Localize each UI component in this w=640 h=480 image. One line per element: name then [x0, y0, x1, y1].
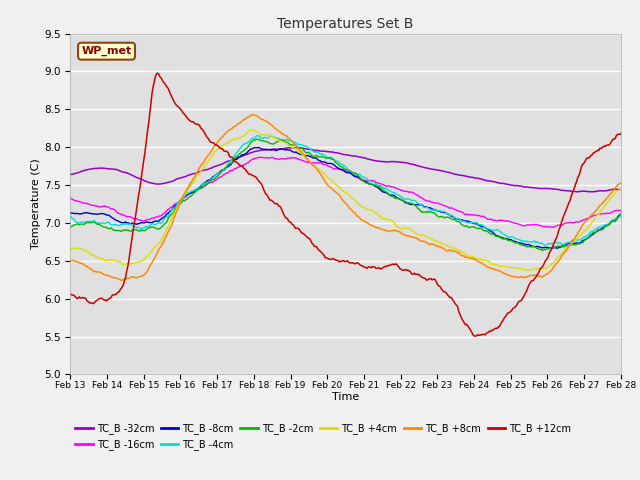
TC_B -2cm [606, 222, 614, 228]
TC_B +8cm [396, 229, 404, 235]
TC_B -4cm [329, 156, 337, 162]
Line: TC_B -32cm: TC_B -32cm [70, 148, 621, 192]
TC_B +4cm [606, 196, 614, 202]
TC_B -16cm [617, 207, 625, 213]
TC_B -2cm [329, 156, 337, 162]
Line: TC_B +8cm: TC_B +8cm [70, 115, 621, 280]
TC_B +8cm [117, 277, 125, 283]
TC_B -4cm [396, 192, 403, 198]
TC_B +8cm [330, 188, 338, 193]
TC_B +12cm [617, 131, 625, 136]
TC_B -8cm [396, 196, 403, 202]
TC_B +4cm [617, 186, 625, 192]
TC_B -16cm [332, 166, 340, 171]
Text: WP_met: WP_met [81, 46, 132, 56]
TC_B +8cm [333, 191, 341, 196]
TC_B -32cm [296, 145, 303, 151]
TC_B +4cm [519, 266, 527, 272]
TC_B -8cm [329, 161, 337, 167]
TC_B -16cm [329, 166, 337, 171]
Line: TC_B -2cm: TC_B -2cm [70, 139, 621, 250]
X-axis label: Time: Time [332, 393, 359, 402]
TC_B +8cm [250, 112, 257, 118]
TC_B +12cm [67, 291, 74, 297]
TC_B +4cm [248, 127, 255, 133]
TC_B +4cm [332, 182, 340, 188]
TC_B -32cm [589, 189, 597, 195]
TC_B -2cm [396, 196, 403, 202]
TC_B -8cm [617, 212, 625, 217]
TC_B -4cm [541, 242, 548, 248]
Line: TC_B -8cm: TC_B -8cm [70, 147, 621, 249]
TC_B +12cm [472, 333, 479, 339]
TC_B -32cm [617, 187, 625, 192]
TC_B +8cm [520, 275, 527, 280]
TC_B -8cm [67, 210, 74, 216]
Line: TC_B +4cm: TC_B +4cm [70, 130, 621, 271]
Line: TC_B -4cm: TC_B -4cm [70, 135, 621, 245]
TC_B -2cm [67, 224, 74, 230]
Y-axis label: Temperature (C): Temperature (C) [31, 158, 41, 250]
TC_B -32cm [332, 150, 340, 156]
TC_B -32cm [365, 156, 373, 162]
TC_B +4cm [365, 207, 373, 213]
TC_B +8cm [606, 192, 614, 197]
TC_B +8cm [67, 258, 74, 264]
TC_B +8cm [367, 222, 374, 228]
TC_B -16cm [257, 154, 265, 160]
TC_B -16cm [67, 195, 74, 201]
TC_B -4cm [606, 219, 614, 225]
Title: Temperatures Set B: Temperatures Set B [277, 17, 414, 31]
TC_B +12cm [606, 142, 614, 147]
TC_B -2cm [253, 136, 260, 142]
TC_B -8cm [365, 181, 373, 187]
TC_B -4cm [617, 214, 625, 220]
TC_B -16cm [519, 223, 527, 228]
TC_B +4cm [329, 179, 337, 185]
TC_B -2cm [519, 242, 527, 248]
TC_B -2cm [365, 181, 373, 187]
TC_B -2cm [617, 211, 625, 217]
TC_B -8cm [255, 144, 263, 150]
TC_B -16cm [606, 210, 614, 216]
TC_B +12cm [396, 264, 403, 270]
TC_B -8cm [606, 220, 614, 226]
TC_B -32cm [519, 184, 527, 190]
TC_B +8cm [617, 180, 625, 186]
Line: TC_B +12cm: TC_B +12cm [70, 73, 621, 336]
TC_B -4cm [332, 158, 340, 164]
TC_B -16cm [365, 178, 373, 184]
TC_B -8cm [332, 164, 340, 170]
TC_B +12cm [520, 294, 527, 300]
Line: TC_B -16cm: TC_B -16cm [70, 157, 621, 228]
TC_B -4cm [254, 132, 262, 138]
Legend: TC_B -32cm, TC_B -16cm, TC_B -8cm, TC_B -4cm, TC_B -2cm, TC_B +4cm, TC_B +8cm, T: TC_B -32cm, TC_B -16cm, TC_B -8cm, TC_B … [76, 423, 572, 450]
TC_B -2cm [539, 247, 547, 253]
TC_B +12cm [329, 255, 337, 261]
TC_B +4cm [524, 268, 531, 274]
TC_B -32cm [396, 159, 403, 165]
TC_B -4cm [67, 214, 74, 219]
TC_B +12cm [365, 264, 373, 270]
TC_B -2cm [332, 160, 340, 166]
TC_B -16cm [396, 187, 403, 192]
TC_B -32cm [67, 171, 74, 177]
TC_B +4cm [396, 225, 403, 230]
TC_B -4cm [519, 238, 527, 243]
TC_B -32cm [606, 187, 614, 193]
TC_B -8cm [519, 240, 527, 246]
TC_B -32cm [329, 149, 337, 155]
TC_B -4cm [365, 178, 373, 184]
TC_B -8cm [547, 246, 555, 252]
TC_B +4cm [67, 246, 74, 252]
TC_B -16cm [550, 225, 557, 230]
TC_B +12cm [332, 257, 340, 263]
TC_B +12cm [154, 70, 161, 76]
